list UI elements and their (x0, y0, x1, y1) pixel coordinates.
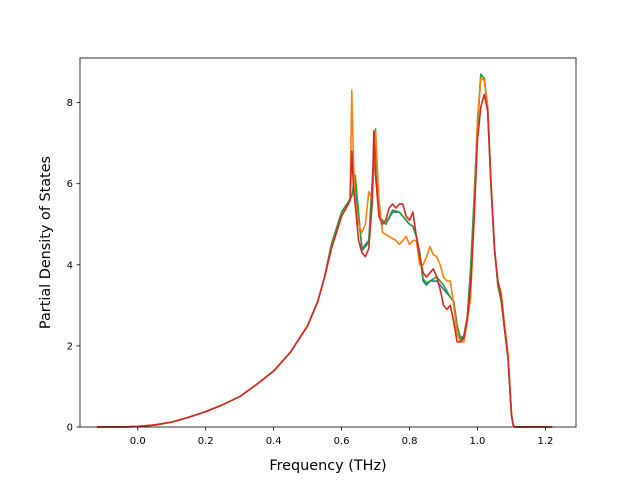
axes-frame (79, 57, 577, 428)
x-tick-label: 0.2 (198, 436, 214, 447)
x-tick-label: 1.2 (537, 436, 553, 447)
y-tick-label: 4 (67, 260, 73, 271)
y-tick-label: 2 (67, 341, 73, 352)
x-tick-label: 0.0 (130, 436, 146, 447)
x-tick-label: 0.4 (266, 436, 282, 447)
x-axis-label: Frequency (THz) (269, 458, 386, 474)
x-tick-label: 0.6 (334, 436, 350, 447)
y-tick-label: 6 (67, 179, 73, 190)
x-tick-label: 0.8 (402, 436, 418, 447)
y-tick-label: 0 (67, 423, 73, 434)
y-axis-ticks: 0 2 4 6 8 (67, 98, 80, 434)
x-axis-ticks: 0.0 0.2 0.4 0.6 0.8 1.0 1.2 (130, 427, 553, 447)
y-tick-label: 8 (67, 98, 73, 109)
series-line-4 (96, 93, 553, 428)
y-axis-label: Partial Density of States (38, 156, 54, 329)
x-tick-label: 1.0 (470, 436, 486, 447)
series-layer (96, 73, 553, 428)
